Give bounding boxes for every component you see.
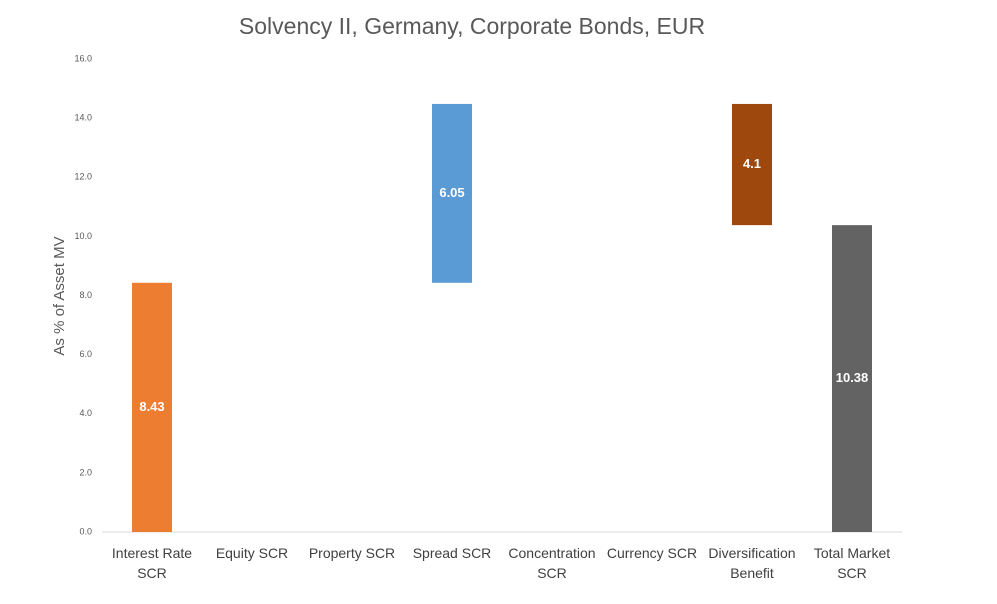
value-label: 4.1 <box>743 156 761 171</box>
x-tick-label: Total Market SCR <box>813 545 891 581</box>
y-tick-label: 8.0 <box>79 290 92 300</box>
value-label: 6.05 <box>439 185 464 200</box>
bar <box>832 225 872 533</box>
bar <box>432 103 472 283</box>
y-tick-label: 0.0 <box>79 526 92 536</box>
x-tick-label: Equity SCR <box>215 545 289 561</box>
value-label: 8.43 <box>139 399 164 414</box>
y-tick-label: 10.0 <box>74 231 92 241</box>
y-tick-label: 2.0 <box>79 467 92 477</box>
x-tick-label: Currency SCR <box>606 545 698 561</box>
value-label: 10.38 <box>836 370 869 385</box>
y-axis-title: As % of Asset MV <box>51 236 68 355</box>
y-tick-label: 4.0 <box>79 408 92 418</box>
x-tick-label: Interest Rate SCR <box>111 545 193 581</box>
bar <box>132 282 172 532</box>
bar <box>732 103 772 226</box>
x-tick-label: Diversification Benefit <box>708 545 796 581</box>
x-tick-label: Concentration SCR <box>508 545 596 581</box>
x-tick-label: Property SCR <box>308 545 396 561</box>
y-tick-label: 12.0 <box>74 172 92 182</box>
y-tick-label: 6.0 <box>79 349 92 359</box>
y-tick-label: 16.0 <box>74 53 92 63</box>
chart-title: Solvency II, Germany, Corporate Bonds, E… <box>239 13 705 39</box>
x-tick-label: Spread SCR <box>412 545 492 561</box>
y-tick-label: 14.0 <box>74 113 92 123</box>
